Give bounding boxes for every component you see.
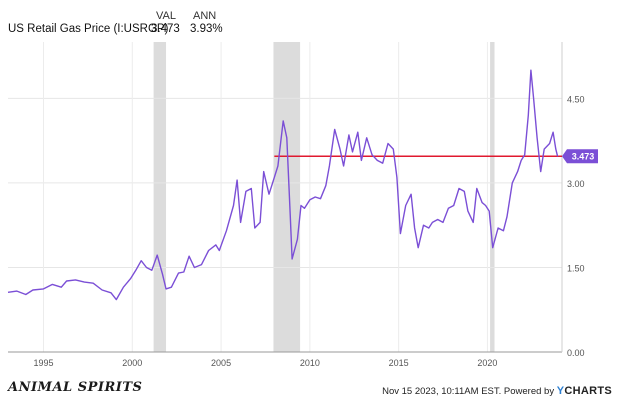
val-header: VAL [156,10,176,22]
series-line [7,69,559,301]
axes [8,42,563,353]
recession-bands [153,42,495,352]
x-tick-label: 2020 [477,358,497,368]
series-label[interactable]: US Retail Gas Price (I:USRGP) [8,23,169,35]
footer-powered-by: Powered by [503,386,555,397]
x-tick-label: 2000 [122,358,142,368]
x-tick-label: 2015 [389,358,409,368]
y-tick-label: 0.00 [567,348,585,358]
y-tick-label: 4.50 [567,94,585,104]
y-tick-label: 3.00 [567,179,585,189]
series-value: 3.473 [151,23,180,35]
recession-band [490,42,495,352]
chart-footer: Nov 15 2023, 10:11AM EST. Powered by YCH… [382,385,612,397]
x-tick-label: 2010 [300,358,320,368]
animal-spirits-logo: ANIMAL SPIRITS [8,380,143,395]
chart-legend: VAL ANN US Retail Gas Price (I:USRGP) 3.… [0,0,624,40]
x-tick-label: 1995 [33,358,53,368]
last-value-label: 3.473 [572,152,595,162]
ann-header: ANN [193,10,217,22]
last-value-tag [562,149,598,164]
footer-timestamp: Nov 15 2023, 10:11AM EST. [382,386,502,397]
labels-layer: 0.00 1.50 3.00 4.50 1995 2000 2005 2010 2015 2020… [33,94,598,368]
gridlines [8,42,562,353]
ycharts-logo[interactable]: YCHARTS [556,385,612,397]
series-annual-change: 3.93% [190,23,223,35]
recession-band [273,42,301,352]
recession-band [153,42,167,352]
y-tick-label: 1.50 [567,263,585,273]
series-layer [7,69,559,301]
x-tick-label: 2005 [211,358,231,368]
